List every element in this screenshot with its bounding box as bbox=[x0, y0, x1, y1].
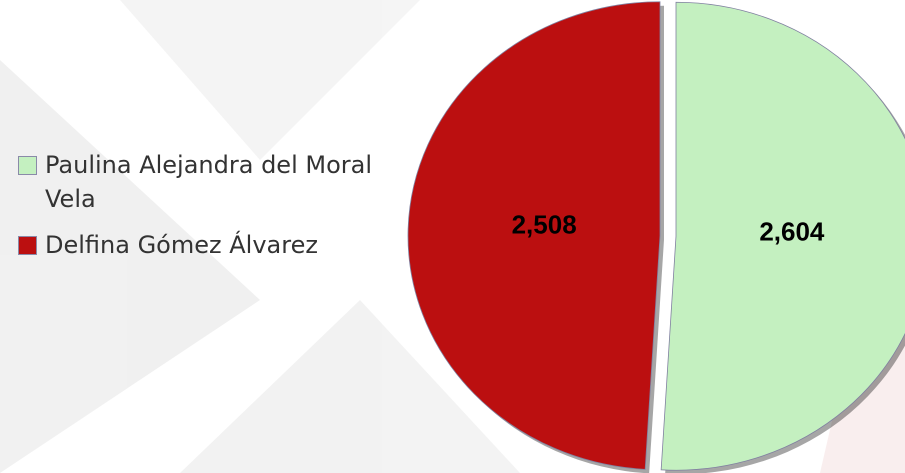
data-label: 2,604 bbox=[759, 216, 825, 246]
data-label: 2,508 bbox=[512, 209, 577, 239]
pie-slice bbox=[660, 1, 905, 471]
pie-slice bbox=[407, 1, 661, 470]
legend-label: Paulina Alejandra del Moral Vela bbox=[45, 151, 372, 213]
legend-item: Delfina Gómez Álvarez bbox=[18, 228, 388, 262]
legend-item: Paulina Alejandra del Moral Vela bbox=[18, 148, 388, 216]
legend-swatch bbox=[18, 156, 37, 175]
legend-swatch bbox=[18, 236, 37, 255]
legend: Paulina Alejandra del Moral Vela Delfina … bbox=[18, 148, 388, 274]
legend-label: Delfina Gómez Álvarez bbox=[45, 231, 318, 259]
